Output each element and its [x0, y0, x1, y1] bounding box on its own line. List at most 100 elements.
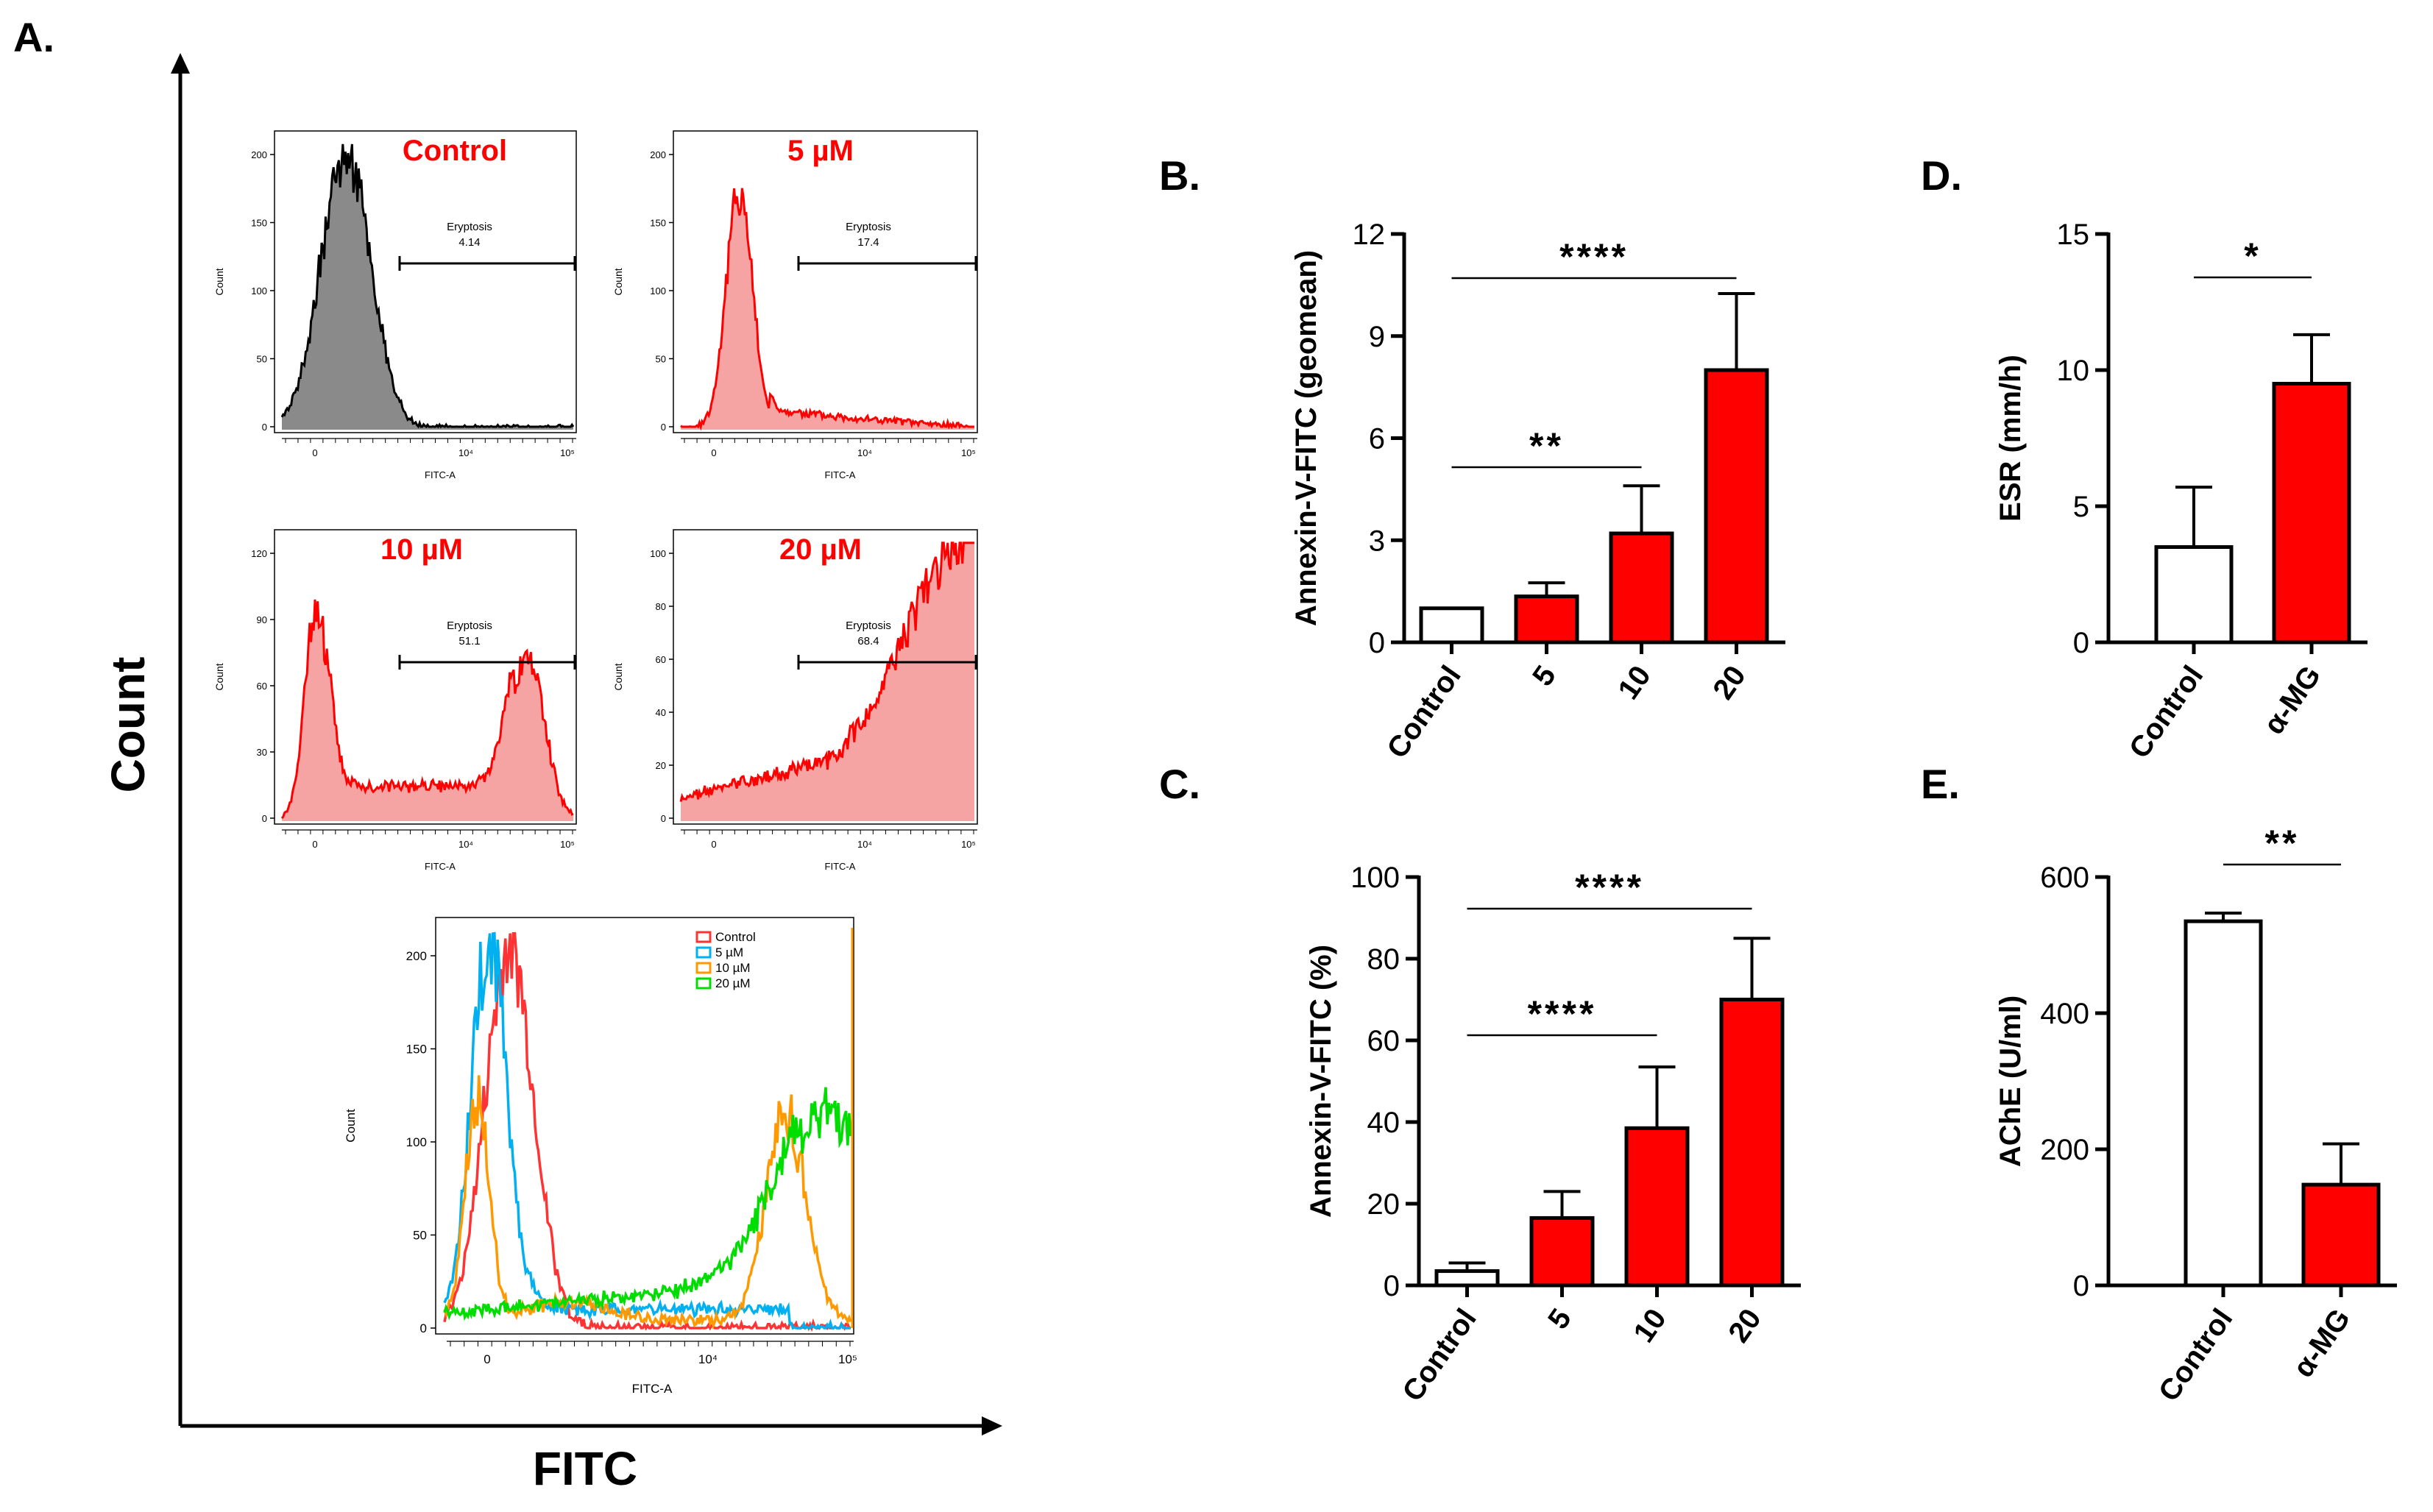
x-tick-label: 10⁴ [458, 447, 473, 458]
x-tick-label: α-MG [2258, 660, 2328, 740]
bar-charts: 0 3 6 9 12 Annexin-V-FITC (geomean) Control 5 10… [1290, 219, 2397, 1408]
y-tick-label: 5 [2073, 491, 2089, 523]
y-axis-label: AChE (U/ml) [1994, 995, 2027, 1167]
y-tick-label: 200 [650, 149, 666, 160]
y-tick-label: 0 [2073, 1270, 2089, 1302]
y-tick-label: 100 [650, 285, 666, 297]
gate-value: 68.4 [857, 635, 879, 647]
y-axis-label: ESR (mm/h) [1994, 355, 2027, 522]
overlay-curve [443, 931, 851, 1330]
y-tick-label: 0 [661, 813, 666, 824]
bar [1704, 368, 1769, 645]
gate-label: Eryptosis [447, 620, 492, 632]
panel-label-a: A. [13, 14, 54, 60]
x-tick-label: 0 [312, 839, 317, 850]
y-tick-label: 100 [251, 285, 267, 297]
y-tick-label: 15 [2057, 219, 2090, 251]
y-axis-label: Annexin-V-FITC (geomean) [1290, 250, 1322, 626]
significance-label: * [2244, 235, 2261, 277]
y-tick-label: 0 [1369, 627, 1385, 659]
y-tick-label: 50 [257, 354, 267, 365]
chart-b: 0 3 6 9 12 Annexin-V-FITC (geomean) Control 5 10… [1290, 219, 1785, 764]
x-tick-label: 5 [1542, 1303, 1578, 1335]
panel-a-y-arrow [171, 53, 190, 74]
bar [1719, 998, 1785, 1288]
histogram-fill [681, 188, 974, 430]
y-tick-label: 90 [257, 614, 267, 625]
y-tick-label: 120 [251, 548, 267, 559]
y-tick-label: 600 [2040, 862, 2089, 894]
y-tick-label: 40 [1367, 1107, 1400, 1139]
overlay-y-tick-label: 150 [406, 1043, 427, 1057]
histogram-title: 10 µM [380, 533, 463, 566]
y-tick-label: 60 [257, 681, 267, 692]
legend-label: 10 µM [715, 961, 751, 975]
x-tick-label: 10 [1627, 1303, 1673, 1349]
panel-a-x-arrow [982, 1416, 1002, 1435]
y-tick-label: 400 [2040, 998, 2089, 1030]
overlay-x-label: FITC-A [632, 1382, 673, 1396]
histogram-curve [679, 542, 974, 802]
histogram-y-label: Count [213, 663, 225, 690]
panel-a-x-title: FITC [533, 1442, 637, 1495]
x-tick-label: Control [1396, 1303, 1483, 1408]
histogram-panel: Control Eryptosis 4.14 0 50 100 150 200 Count 0 10… [213, 130, 577, 480]
histogram-title: 5 µM [787, 135, 854, 167]
panel-a-y-title: Count [102, 657, 155, 793]
histogram-frame [274, 529, 577, 825]
y-tick-label: 0 [262, 813, 267, 824]
significance-label: ** [2265, 823, 2300, 864]
overlay-curve [443, 931, 851, 1332]
histogram-panel: 20 µM Eryptosis 68.4 0 20 40 60 80 100 Count 0 10⁴ 1… [612, 529, 978, 872]
significance-label: ** [1529, 425, 1564, 466]
x-tick-label: 20 [1722, 1303, 1768, 1349]
histogram-curve [280, 599, 574, 820]
histogram-x-label: FITC-A [425, 469, 456, 480]
legend-swatch [695, 931, 712, 943]
x-tick-label: Control [2123, 660, 2210, 764]
bar [1419, 606, 1484, 645]
y-tick-label: 150 [650, 218, 666, 229]
bar [1434, 1269, 1500, 1288]
y-tick-label: 40 [656, 707, 666, 718]
y-tick-label: 12 [1353, 219, 1386, 251]
overlay-y-tick-label: 100 [406, 1135, 427, 1149]
legend-swatch [695, 946, 712, 959]
y-tick-label: 50 [656, 354, 666, 365]
x-tick-label: 5 [1526, 660, 1562, 692]
overlay-curve [443, 1075, 852, 1330]
panel-label-d: D. [1921, 152, 1962, 199]
chart-c: 0 20 40 60 80 100 Annexin-V-FITC (%) Control 5 10… [1305, 862, 1801, 1408]
histogram-y-label: Count [213, 268, 225, 295]
gate-label: Eryptosis [846, 620, 891, 632]
y-tick-label: 20 [656, 760, 666, 771]
bar [2184, 919, 2263, 1288]
x-tick-label: 0 [312, 447, 317, 458]
histogram-y-label: Count [612, 663, 624, 690]
legend-swatch [695, 962, 712, 974]
histogram-panel: 5 µM Eryptosis 17.4 0 50 100 150 200 Count 0 10⁴ 10… [612, 130, 978, 480]
bar [1529, 1215, 1595, 1288]
bar [1609, 531, 1674, 645]
significance-label: **** [1528, 993, 1597, 1034]
y-tick-label: 3 [1369, 525, 1385, 557]
legend-swatch [695, 977, 712, 990]
legend-label: Control [715, 930, 756, 944]
bar [1624, 1126, 1690, 1288]
gate-value: 51.1 [458, 635, 480, 647]
y-tick-label: 20 [1367, 1188, 1400, 1221]
y-tick-label: 60 [656, 654, 666, 665]
overlay-y-tick-label: 200 [406, 949, 427, 963]
overlay-x-tick-label: 0 [484, 1352, 490, 1366]
significance-label: **** [1559, 236, 1629, 277]
gate-label: Eryptosis [846, 221, 891, 233]
x-tick-label: 10⁴ [458, 839, 473, 850]
x-tick-label: 0 [711, 447, 716, 458]
histogram-frame [673, 529, 978, 825]
panel-a-axes: Count FITC [102, 53, 1002, 1495]
y-tick-label: 10 [2057, 355, 2090, 387]
bar [2301, 1182, 2381, 1288]
x-tick-label: 20 [1707, 660, 1752, 706]
x-tick-label: 10⁵ [560, 447, 575, 458]
